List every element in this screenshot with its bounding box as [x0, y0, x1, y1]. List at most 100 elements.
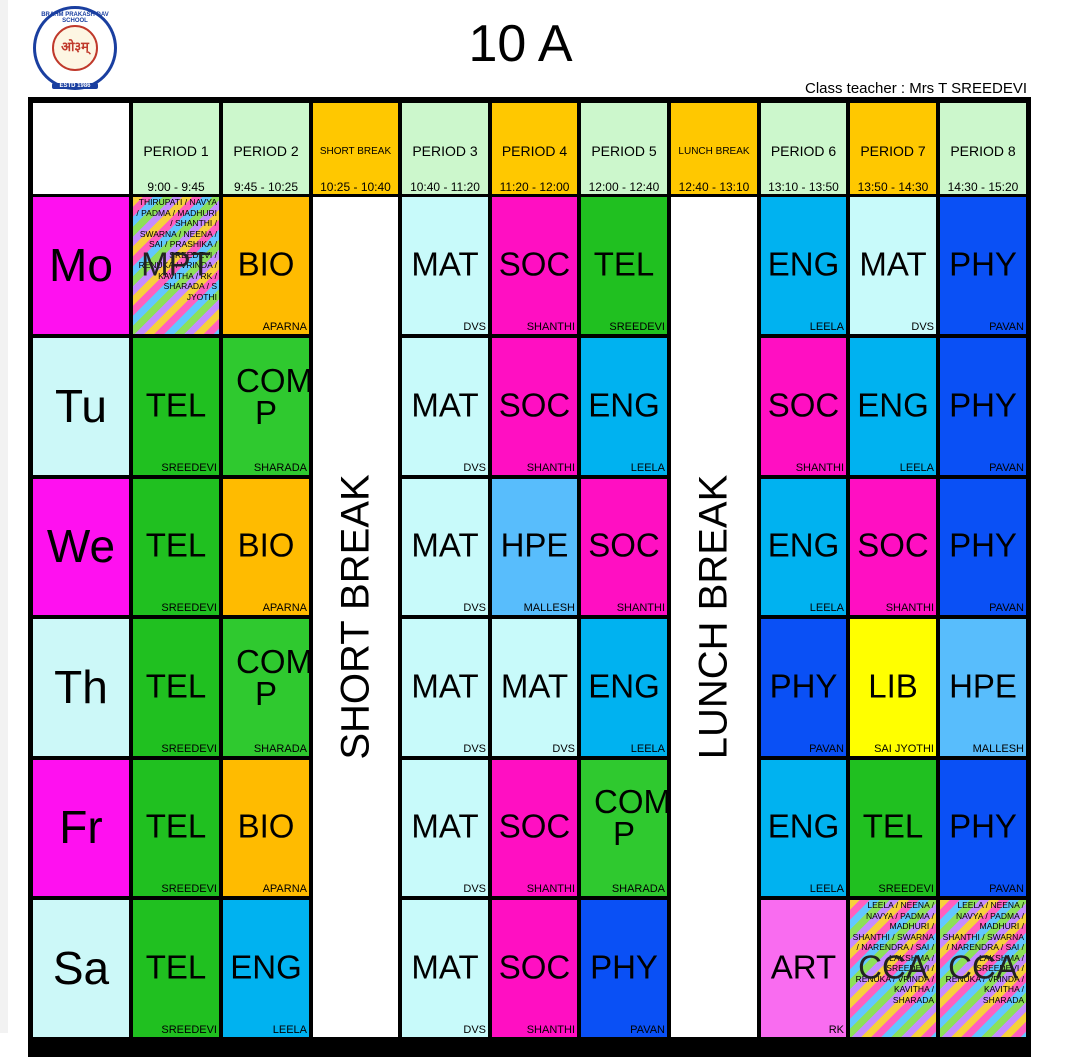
- lesson-teacher: PAVAN: [989, 462, 1024, 474]
- header-cell: PERIOD 8 14:30 - 15:20: [940, 103, 1026, 194]
- lesson-subject: SOC: [498, 244, 571, 282]
- lesson-subject: ENG: [767, 244, 840, 282]
- lesson-subject: CCA: [948, 947, 1018, 985]
- lesson-subject: TEL: [145, 385, 207, 423]
- lesson-subject: SOC: [498, 947, 571, 985]
- lesson-cell: MAT DVS: [402, 338, 488, 475]
- lesson-teacher: SREEDEVI: [161, 462, 217, 474]
- lesson-cell: ENG LEELA: [581, 338, 667, 475]
- lesson-teachers: LEELA / NEENA / NAVYA / PADMA / MADHURI …: [852, 900, 934, 1005]
- lesson-cell: HPE MALLESH: [492, 479, 577, 615]
- lesson-cell: SOC SHANTHI: [850, 479, 936, 615]
- lesson-teacher: LEELA: [272, 1024, 307, 1036]
- lesson-subject: MAT: [500, 666, 569, 704]
- lesson-cell: TEL SREEDEVI: [133, 760, 219, 896]
- lesson-teacher: APARNA: [262, 321, 307, 333]
- header-cell: PERIOD 2 9:45 - 10:25: [223, 103, 309, 194]
- header-time: 12:00 - 12:40: [588, 180, 660, 194]
- school-logo: BRAHM PRAKASH DAV SCHOOL ओ३म् ESTD 1986: [33, 6, 117, 90]
- lesson-teacher: MALLESH: [523, 602, 575, 614]
- lesson-subject: MPT: [141, 244, 211, 282]
- header-cell: PERIOD 1 9:00 - 9:45: [133, 103, 219, 194]
- lesson-subject: PHY: [949, 807, 1017, 845]
- lesson-teacher: DVS: [463, 321, 486, 333]
- lesson-cell: TEL SREEDEVI: [133, 338, 219, 475]
- lesson-teacher: MALLESH: [972, 743, 1024, 755]
- lunch-break-column: LUNCH BREAK: [671, 197, 757, 1037]
- lesson-subject: TEL: [145, 666, 207, 704]
- header-name: PERIOD 3: [412, 143, 478, 159]
- lesson-cell: TEL SREEDEVI: [133, 900, 219, 1037]
- header-cell: PERIOD 3 10:40 - 11:20: [402, 103, 488, 194]
- lesson-subject: SOC: [498, 385, 571, 423]
- lesson-teacher: LEELA: [809, 883, 844, 895]
- lesson-subject: ENG: [588, 666, 660, 704]
- lesson-cell: PHY PAVAN: [581, 900, 667, 1037]
- lesson-teacher: DVS: [463, 743, 486, 755]
- lesson-subject: MAT: [411, 385, 479, 423]
- lesson-subject: ENG: [767, 526, 840, 564]
- lesson-cell: BIO APARNA: [223, 479, 309, 615]
- header-name: PERIOD 1: [143, 143, 209, 159]
- lesson-cell: SOC SHANTHI: [492, 338, 577, 475]
- lesson-subject: MAT: [859, 244, 927, 282]
- header-name: SHORT BREAK: [319, 146, 392, 157]
- lesson-cell: SOC SHANTHI: [492, 760, 577, 896]
- lesson-cell: MAT DVS: [402, 197, 488, 334]
- lesson-subject: BIO: [237, 526, 295, 564]
- lesson-subject: HPE: [949, 666, 1017, 704]
- lesson-teacher: SREEDEVI: [161, 602, 217, 614]
- logo-estd: ESTD 1986: [52, 83, 98, 89]
- class-teacher: Class teacher : Mrs T SREEDEVI: [804, 80, 1027, 97]
- day-cell: Th: [33, 619, 129, 756]
- lesson-teacher: SREEDEVI: [161, 743, 217, 755]
- header-time: 13:10 - 13:50: [768, 180, 839, 194]
- lesson-teacher: SHANTHI: [616, 602, 665, 614]
- lesson-teacher: LEELA: [809, 602, 844, 614]
- lesson-teacher: SHANTHI: [885, 602, 934, 614]
- day-cell: Mo: [33, 197, 129, 334]
- lesson-cell: ENG LEELA: [761, 760, 846, 896]
- lesson-subject: BIO: [237, 807, 295, 845]
- header-cell: PERIOD 4 11:20 - 12:00: [492, 103, 577, 194]
- header-time: 12:40 - 13:10: [678, 180, 750, 194]
- lesson-cell: PHY PAVAN: [940, 197, 1026, 334]
- lesson-subject: BIO: [237, 244, 295, 282]
- header-name: PERIOD 7: [860, 143, 926, 159]
- day-label: Fr: [59, 800, 103, 853]
- lesson-cell: MAT DVS: [492, 619, 577, 756]
- short-break-label: SHORT BREAK: [333, 474, 377, 760]
- logo-emblem: ओ३म्: [52, 25, 98, 71]
- lesson-cell: MAT DVS: [402, 619, 488, 756]
- lesson-subject: HPE: [500, 526, 569, 564]
- lesson-cell: BIO APARNA: [223, 760, 309, 896]
- lesson-subject: MAT: [411, 807, 479, 845]
- logo-ring-text: BRAHM PRAKASH DAV SCHOOL: [41, 12, 109, 24]
- lesson-cell: ART RK: [761, 900, 846, 1037]
- lesson-teacher: DVS: [911, 321, 934, 333]
- day-label: Th: [54, 660, 108, 713]
- header-time: 9:45 - 10:25: [233, 180, 299, 194]
- lesson-cell: MAT DVS: [402, 760, 488, 896]
- lesson-cell: LEELA / NEENA / NAVYA / PADMA / MADHURI …: [850, 900, 936, 1037]
- lesson-subject: MAT: [411, 244, 479, 282]
- header-time: 10:25 - 10:40: [320, 180, 391, 194]
- lesson-teacher: APARNA: [262, 883, 307, 895]
- lesson-cell: TEL SREEDEVI: [133, 619, 219, 756]
- lesson-subject: CCA: [858, 947, 928, 985]
- lesson-cell: ENG LEELA: [761, 197, 846, 334]
- lesson-cell: COM P SHARADA: [581, 760, 667, 896]
- lesson-subject: SOC: [588, 526, 660, 564]
- lesson-cell: BIO APARNA: [223, 197, 309, 334]
- day-label: Sa: [52, 941, 110, 994]
- lesson-cell: MAT DVS: [402, 900, 488, 1037]
- lesson-teacher: SREEDEVI: [878, 883, 934, 895]
- day-cell: Tu: [33, 338, 129, 475]
- lesson-cell: MAT DVS: [850, 197, 936, 334]
- lesson-subject: TEL: [145, 807, 207, 845]
- om-symbol: ओ३म्: [61, 40, 89, 55]
- lesson-subject: TEL: [145, 947, 207, 985]
- lesson-subject: LIB: [868, 666, 918, 704]
- lesson-teacher: SHARADA: [253, 462, 307, 474]
- lesson-subject: MAT: [411, 947, 479, 985]
